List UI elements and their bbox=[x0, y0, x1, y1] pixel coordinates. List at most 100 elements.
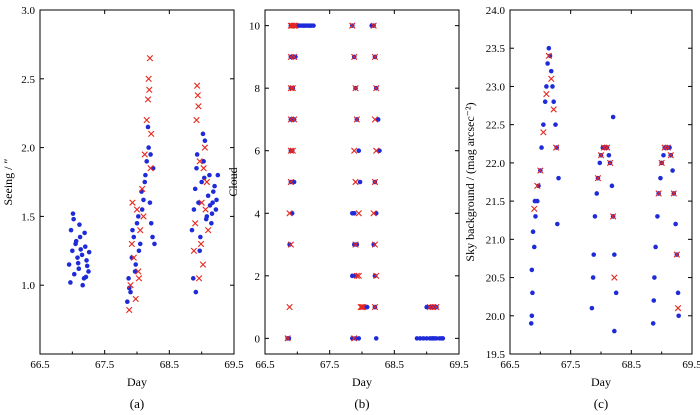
data-point-blue-points-c bbox=[555, 221, 560, 227]
data-point-blue-points-c bbox=[533, 214, 538, 219]
data-cross-red-crosses-c bbox=[543, 90, 550, 98]
x-axis-title-b: Day bbox=[352, 375, 372, 389]
data-cross-red-crosses-b bbox=[373, 147, 380, 154]
data-cross-red-crosses-c bbox=[545, 52, 553, 60]
data-cross-red-crosses-b bbox=[355, 210, 362, 217]
data-point-blue-points-c bbox=[591, 252, 597, 257]
data-cross-red-crosses-b bbox=[371, 53, 379, 61]
data-cross-red-crosses-c bbox=[531, 205, 538, 212]
x-axis-title-a: Day bbox=[127, 375, 147, 389]
data-cross-red-crosses-c bbox=[670, 190, 677, 197]
y-tick-label-c: 19.5 bbox=[486, 349, 506, 361]
data-point-blue-points-b bbox=[311, 23, 316, 28]
data-cross-red-crosses-b bbox=[360, 303, 367, 311]
data-cross-red-crosses-b bbox=[292, 22, 299, 29]
data-cross-red-crosses-b bbox=[286, 210, 293, 217]
data-point-blue-points-b bbox=[372, 273, 378, 279]
data-point-blue-points-a bbox=[86, 249, 92, 255]
data-cross-red-crosses-b bbox=[373, 84, 380, 92]
data-point-blue-points-c bbox=[652, 275, 657, 280]
data-cross-red-crosses-c bbox=[540, 129, 547, 136]
data-cross-red-crosses-a bbox=[144, 96, 152, 103]
data-cross-red-crosses-b bbox=[433, 303, 440, 311]
data-point-blue-points-c bbox=[531, 244, 537, 250]
data-cross-red-crosses-b bbox=[352, 241, 359, 248]
data-cross-red-crosses-a bbox=[135, 268, 142, 275]
data-cross-red-crosses-c bbox=[548, 75, 555, 82]
data-point-blue-points-a bbox=[144, 159, 149, 164]
data-point-blue-points-a bbox=[150, 234, 155, 240]
data-point-blue-points-a bbox=[125, 299, 130, 305]
x-tick-label-b: 69.5 bbox=[449, 359, 469, 371]
x-tick-label-a: 69.5 bbox=[224, 359, 244, 371]
panel-c-sky-background: 66.5 67.5 68.5 69.5 19.5 20.0 20.5 21.0 21.5 22.0… bbox=[463, 5, 700, 411]
data-point-blue-points-c bbox=[547, 53, 553, 59]
data-point-blue-points-a bbox=[213, 207, 219, 212]
y-tick-label-c: 22.5 bbox=[486, 120, 506, 132]
data-cross-red-crosses-c bbox=[611, 274, 618, 281]
data-cross-red-crosses-b bbox=[287, 241, 295, 248]
plot-frame-c bbox=[509, 9, 693, 355]
data-point-blue-points-c bbox=[650, 321, 656, 326]
y-tick-label-c: 24.0 bbox=[486, 5, 506, 17]
data-point-blue-points-b bbox=[286, 336, 292, 341]
y-tick-label-c: 23.0 bbox=[486, 81, 506, 93]
data-cross-red-crosses-a bbox=[196, 158, 203, 165]
data-cross-red-crosses-a bbox=[194, 92, 201, 99]
data-point-blue-points-a bbox=[212, 183, 217, 189]
data-cross-red-crosses-a bbox=[190, 247, 198, 254]
data-point-blue-points-c bbox=[612, 252, 617, 257]
panel-a-seeing: 66.5 67.5 68.5 69.5 1.0 1.5 2.0 2.5 3.0 Day Seeing… bbox=[1, 5, 244, 411]
data-cross-red-crosses-a bbox=[130, 254, 137, 261]
data-point-blue-points-c bbox=[594, 191, 600, 196]
data-cross-red-crosses-b bbox=[371, 241, 379, 248]
data-point-blue-points-a bbox=[141, 197, 146, 203]
panel-b-cloud: 66.5 67.5 68.5 69.5 0 2 4 6 8 10 Day Cloud (b) bbox=[226, 9, 469, 411]
data-point-blue-points-a bbox=[80, 282, 85, 288]
data-point-blue-points-b bbox=[364, 304, 370, 310]
data-cross-red-crosses-b bbox=[370, 210, 377, 217]
data-cross-red-crosses-a bbox=[135, 275, 143, 282]
data-point-blue-points-a bbox=[84, 258, 89, 263]
x-tick-label-b: 68.5 bbox=[385, 359, 405, 371]
data-point-blue-points-c bbox=[676, 313, 681, 319]
data-point-blue-points-c bbox=[675, 290, 681, 296]
data-cross-red-crosses-c bbox=[673, 251, 681, 258]
data-point-blue-points-a bbox=[194, 152, 200, 157]
data-point-blue-points-a bbox=[214, 197, 219, 203]
data-point-blue-points-c bbox=[529, 267, 535, 273]
data-point-blue-points-c bbox=[530, 229, 536, 234]
data-point-blue-points-b bbox=[293, 54, 298, 60]
data-point-blue-points-a bbox=[148, 152, 153, 157]
data-cross-red-crosses-c bbox=[603, 144, 611, 151]
x-tick-label-c: 68.5 bbox=[622, 359, 642, 371]
data-point-blue-points-c bbox=[590, 275, 596, 280]
data-point-blue-points-b bbox=[354, 242, 360, 247]
data-cross-red-crosses-b bbox=[371, 178, 379, 186]
data-cross-red-crosses-b bbox=[287, 147, 295, 154]
data-cross-red-crosses-a bbox=[203, 178, 211, 186]
data-cross-red-crosses-b bbox=[349, 22, 356, 29]
data-point-blue-points-a bbox=[145, 124, 151, 130]
data-cross-red-crosses-a bbox=[192, 220, 199, 227]
y-tick-label-c: 22.0 bbox=[486, 158, 506, 170]
data-cross-red-crosses-b bbox=[290, 116, 298, 123]
data-cross-red-crosses-a bbox=[202, 206, 209, 213]
y-tick-label-a: 2.0 bbox=[21, 143, 35, 155]
y-tick-label-a: 3.0 bbox=[21, 5, 35, 17]
data-cross-red-crosses-a bbox=[133, 206, 141, 213]
data-cross-red-crosses-b bbox=[353, 272, 361, 280]
data-point-blue-points-c bbox=[661, 152, 666, 158]
data-point-blue-points-a bbox=[196, 200, 201, 205]
data-point-blue-points-a bbox=[190, 276, 196, 281]
data-point-blue-points-c bbox=[541, 122, 546, 127]
data-point-blue-points-a bbox=[71, 271, 77, 277]
data-point-blue-points-a bbox=[66, 262, 72, 267]
data-point-blue-points-b bbox=[287, 242, 292, 247]
data-cross-red-crosses-b bbox=[358, 303, 366, 311]
data-point-blue-points-a bbox=[135, 214, 141, 219]
data-point-blue-points-a bbox=[82, 230, 87, 236]
data-cross-red-crosses-a bbox=[147, 165, 154, 172]
data-cross-red-crosses-a bbox=[146, 54, 154, 62]
